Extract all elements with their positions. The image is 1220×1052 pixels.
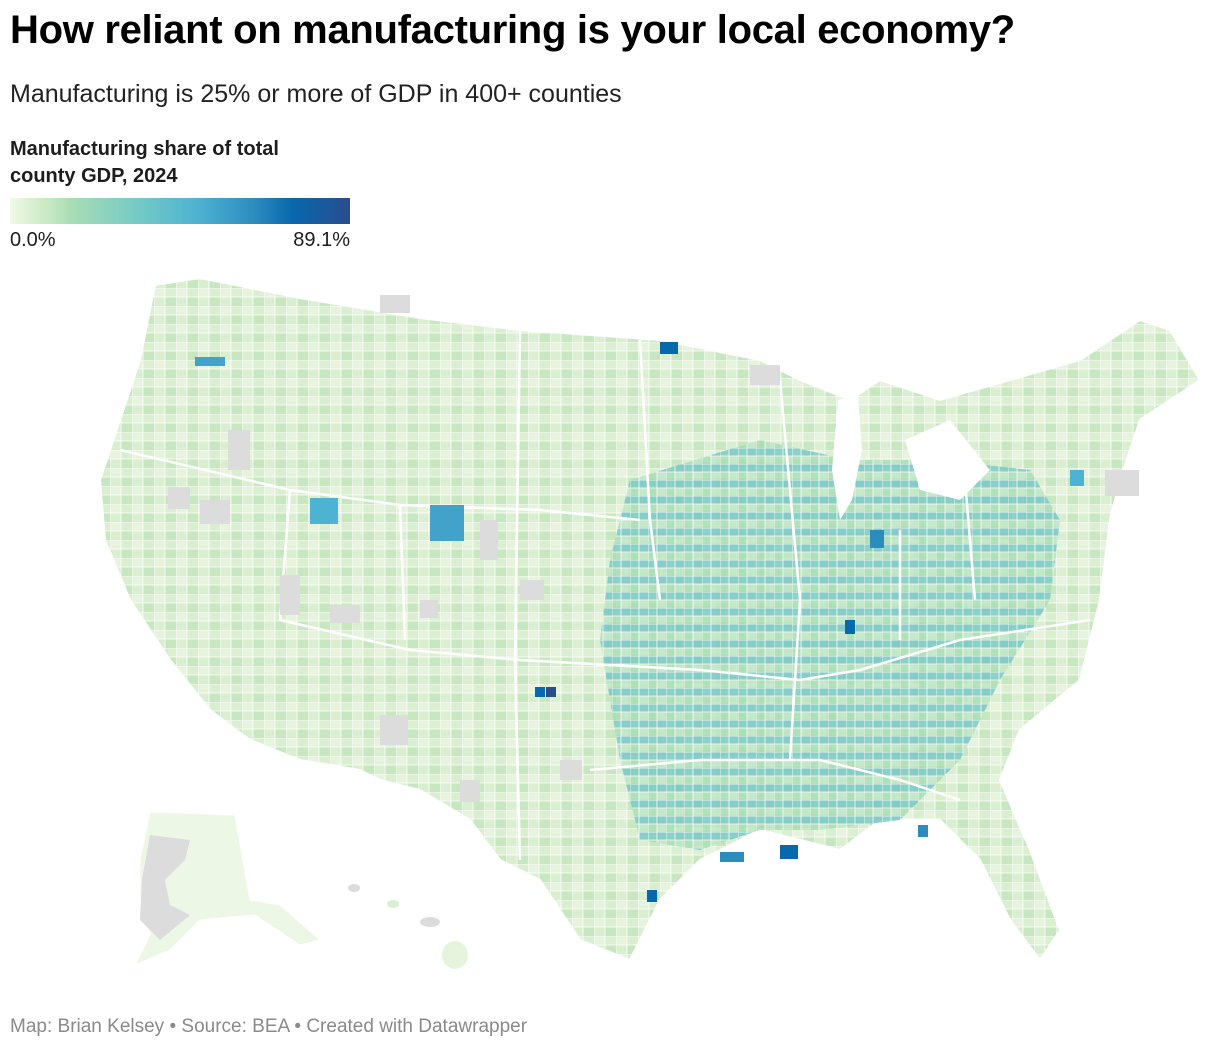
legend-max-label: 89.1% [293,229,350,251]
us-county-choropleth-map[interactable] [0,270,1220,990]
manufacturing-belt [600,440,1060,850]
lake-erie-huron [905,420,990,500]
map-credit-footer: Map: Brian Kelsey • Source: BEA • Create… [10,1016,528,1037]
hawaii [348,884,468,969]
map-subtitle: Manufacturing is 25% or more of GDP in 4… [10,80,622,108]
lake-michigan [832,395,862,520]
highlight-counties [195,342,1084,902]
legend-min-label: 0.0% [10,229,56,251]
no-data-counties [168,295,1139,802]
state-borders [119,329,1091,861]
alaska-no-data [140,835,190,940]
legend-title: Manufacturing share of total county GDP,… [10,138,279,187]
map-title: How reliant on manufacturing is your loc… [10,8,1015,52]
legend-color-bar [10,198,350,224]
